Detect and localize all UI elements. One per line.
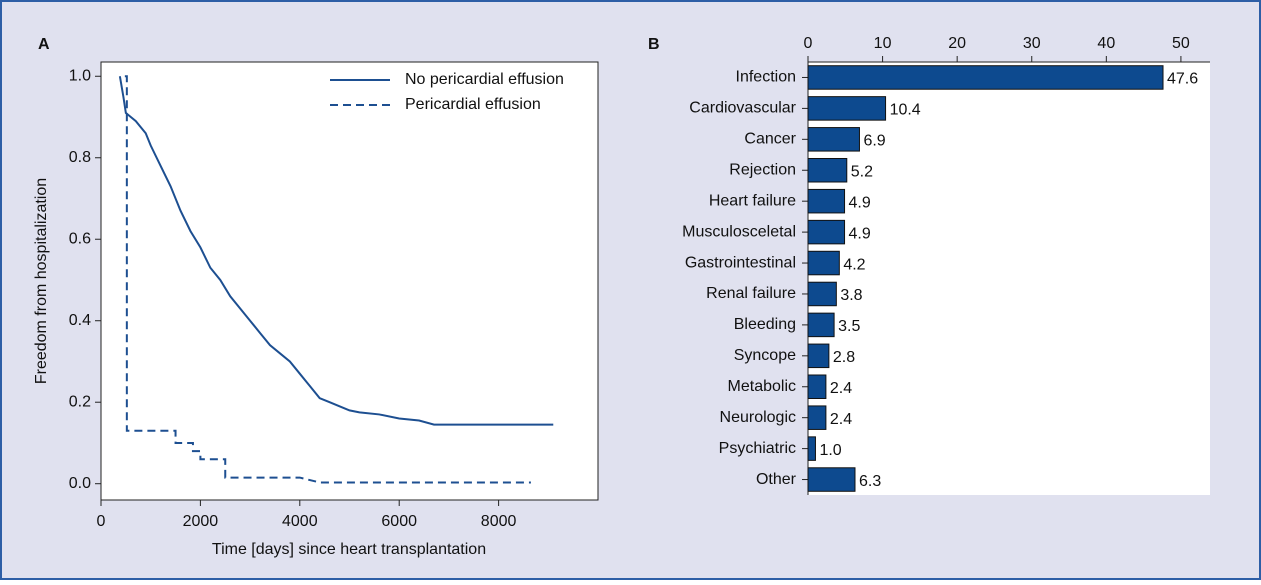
bar (807, 281, 837, 307)
bar (807, 127, 860, 152)
category-label: Infection (736, 69, 796, 86)
y-tick-label: 0.0 (69, 475, 91, 492)
value-label: 2.4 (830, 411, 852, 428)
y-axis-label: Freedom from hospitalization (33, 178, 50, 384)
bar (807, 312, 835, 338)
value-label: 47.6 (1167, 71, 1198, 88)
x-tick-label: 30 (1023, 35, 1041, 52)
category-label: Heart failure (709, 192, 796, 209)
bar (807, 467, 856, 492)
category-label: Syncope (734, 347, 796, 364)
plot-area-b (808, 62, 1210, 495)
plot-area-a (100, 61, 599, 501)
panel-label: A (38, 36, 50, 53)
y-tick-label: 1.0 (69, 67, 91, 84)
x-tick-label: 10 (874, 35, 892, 52)
value-label: 4.9 (849, 225, 871, 242)
y-tick-label: 0.4 (69, 312, 91, 329)
category-label: Neurologic (720, 409, 796, 426)
bar (807, 96, 887, 121)
category-label: Cardiovascular (689, 100, 796, 117)
bar (807, 250, 840, 276)
category-label: Gastrointestinal (685, 254, 796, 271)
category-label: Renal failure (706, 285, 796, 302)
y-tick-label: 0.6 (69, 230, 91, 247)
x-tick-label: 0 (97, 513, 106, 530)
category-label: Musculosceletal (682, 223, 796, 240)
bar (807, 219, 846, 245)
panel-label: B (648, 36, 660, 53)
x-tick-label: 6000 (381, 513, 417, 530)
value-label: 3.5 (838, 318, 860, 335)
bar (807, 157, 848, 183)
value-label: 1.0 (819, 442, 841, 459)
bar (807, 374, 827, 400)
x-tick-label: 0 (804, 35, 813, 52)
x-tick-label: 20 (948, 35, 966, 52)
bar (807, 436, 816, 461)
category-label: Metabolic (728, 378, 796, 395)
x-tick-label: 40 (1097, 35, 1115, 52)
x-tick-label: 8000 (481, 513, 517, 530)
category-label: Rejection (729, 161, 796, 178)
y-tick-label: 0.2 (69, 393, 91, 410)
value-label: 6.9 (863, 133, 885, 150)
category-label: Cancer (744, 131, 796, 148)
legend-label: Pericardial effusion (405, 96, 541, 113)
bar (807, 405, 827, 430)
value-label: 4.9 (849, 194, 871, 211)
category-label: Psychiatric (719, 440, 796, 457)
x-axis-label: Time [days] since heart transplantation (212, 541, 486, 558)
x-tick-label: 50 (1172, 35, 1190, 52)
x-tick-label: 2000 (183, 513, 219, 530)
series-line (118, 76, 554, 426)
value-label: 2.8 (833, 349, 855, 366)
series-line (124, 75, 531, 484)
bar (807, 343, 830, 369)
value-label: 10.4 (890, 102, 921, 119)
category-label: Bleeding (734, 316, 796, 333)
value-label: 2.4 (830, 380, 852, 397)
bar (807, 65, 1164, 90)
y-tick-label: 0.8 (69, 149, 91, 166)
legend-label: No pericardial effusion (405, 71, 564, 88)
value-label: 4.2 (843, 256, 865, 273)
x-tick-label: 4000 (282, 513, 318, 530)
category-label: Other (756, 471, 797, 488)
bar (807, 188, 846, 214)
value-label: 3.8 (840, 287, 862, 304)
value-label: 5.2 (851, 163, 873, 180)
value-label: 6.3 (859, 473, 881, 490)
